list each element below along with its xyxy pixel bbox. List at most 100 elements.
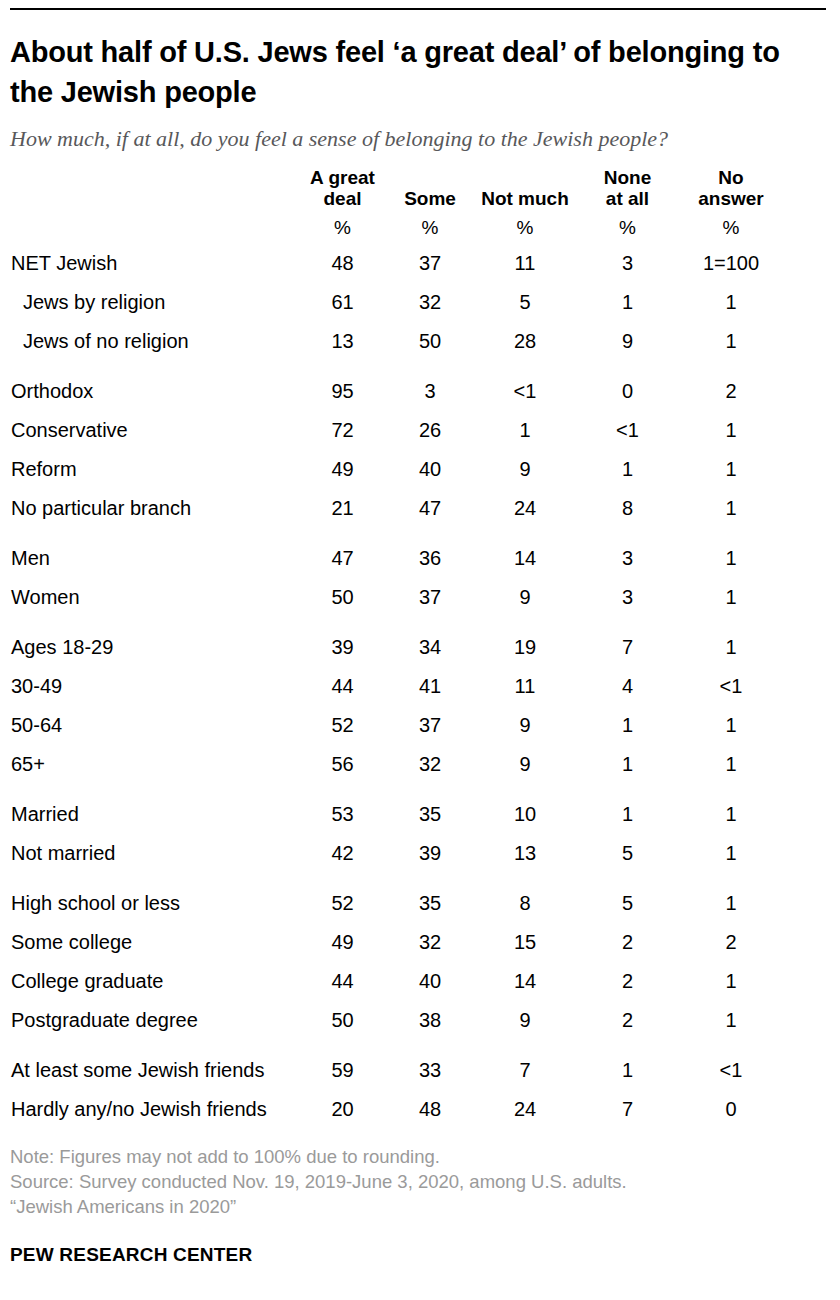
cell-value: 0 — [575, 372, 680, 411]
cell-value: 15 — [475, 923, 575, 962]
cell-value: 7 — [575, 1090, 680, 1129]
row-label: Conservative — [10, 411, 300, 450]
cell-value: 10 — [475, 795, 575, 834]
cell-value: 2 — [575, 962, 680, 1001]
row-label: Jews of no religion — [10, 322, 300, 361]
cell-value: 1 — [680, 1001, 782, 1040]
cell-value: 50 — [300, 578, 385, 617]
row-label: 65+ — [10, 745, 300, 784]
table-row: No particular branch21472481 — [10, 489, 782, 528]
cell-value: 53 — [300, 795, 385, 834]
group-spacer — [10, 528, 782, 539]
cell-value: 2 — [680, 372, 782, 411]
cell-value: 14 — [475, 962, 575, 1001]
row-label: Jews by religion — [10, 283, 300, 322]
row-label: 30-49 — [10, 667, 300, 706]
table-row: 50-645237911 — [10, 706, 782, 745]
table-row: High school or less5235851 — [10, 884, 782, 923]
table-row: At least some Jewish friends593371<1 — [10, 1051, 782, 1090]
percent-unit-row: % % % % % — [10, 212, 782, 244]
table-row: Postgraduate degree5038921 — [10, 1001, 782, 1040]
cell-value: 50 — [300, 1001, 385, 1040]
cell-value: 38 — [385, 1001, 475, 1040]
cell-value: 5 — [575, 884, 680, 923]
cell-value: 1 — [680, 834, 782, 873]
cell-value: 95 — [300, 372, 385, 411]
cell-value: 35 — [385, 884, 475, 923]
cell-value: 44 — [300, 667, 385, 706]
cell-value: 59 — [300, 1051, 385, 1090]
cell-value: 8 — [575, 489, 680, 528]
cell-value: 47 — [300, 539, 385, 578]
cell-value: 11 — [475, 667, 575, 706]
column-header-row: A great deal Some Not much None at all N… — [10, 167, 782, 212]
footnotes: Note: Figures may not add to 100% due to… — [10, 1144, 826, 1219]
row-label: Orthodox — [10, 372, 300, 411]
cell-value: 7 — [475, 1051, 575, 1090]
cell-value: 61 — [300, 283, 385, 322]
cell-value: 2 — [575, 1001, 680, 1040]
source-line: Source: Survey conducted Nov. 19, 2019-J… — [10, 1169, 826, 1194]
cell-value: 32 — [385, 923, 475, 962]
row-label: Reform — [10, 450, 300, 489]
cell-value: 1 — [680, 411, 782, 450]
cell-value: 47 — [385, 489, 475, 528]
cell-value: 14 — [475, 539, 575, 578]
table-row: Conservative72261<11 — [10, 411, 782, 450]
percent-symbol: % — [385, 212, 475, 244]
cell-value: 48 — [300, 244, 385, 283]
row-label: Married — [10, 795, 300, 834]
table-row: Hardly any/no Jewish friends20482470 — [10, 1090, 782, 1129]
cell-value: 1 — [680, 745, 782, 784]
cell-value: 1 — [680, 628, 782, 667]
row-label: Women — [10, 578, 300, 617]
cell-value: 52 — [300, 706, 385, 745]
cell-value: 44 — [300, 962, 385, 1001]
table-row: Reform4940911 — [10, 450, 782, 489]
row-label: Not married — [10, 834, 300, 873]
cell-value: 37 — [385, 578, 475, 617]
cell-value: 1 — [680, 884, 782, 923]
cell-value: 36 — [385, 539, 475, 578]
cell-value: 39 — [385, 834, 475, 873]
row-label: No particular branch — [10, 489, 300, 528]
cell-value: 1 — [680, 795, 782, 834]
cell-value: 39 — [300, 628, 385, 667]
cell-value: 35 — [385, 795, 475, 834]
cell-value: 1 — [680, 489, 782, 528]
group-spacer — [10, 784, 782, 795]
cell-value: 1 — [680, 578, 782, 617]
cell-value: 1 — [575, 745, 680, 784]
report-title-line: “Jewish Americans in 2020” — [10, 1194, 826, 1219]
row-label: 50-64 — [10, 706, 300, 745]
cell-value: <1 — [680, 1051, 782, 1090]
cell-value: 1 — [575, 795, 680, 834]
row-label: College graduate — [10, 962, 300, 1001]
row-label: Men — [10, 539, 300, 578]
column-header-none-at-all: None at all — [575, 167, 680, 212]
cell-value: 1 — [680, 450, 782, 489]
cell-value: 34 — [385, 628, 475, 667]
cell-value: 3 — [575, 244, 680, 283]
percent-symbol: % — [475, 212, 575, 244]
cell-value: 0 — [680, 1090, 782, 1129]
cell-value: 1 — [680, 283, 782, 322]
row-label: Postgraduate degree — [10, 1001, 300, 1040]
cell-value: 1=100 — [680, 244, 782, 283]
group-spacer — [10, 873, 782, 884]
cell-value: 4 — [575, 667, 680, 706]
cell-value: 24 — [475, 1090, 575, 1129]
cell-value: 1 — [575, 283, 680, 322]
cell-value: <1 — [575, 411, 680, 450]
cell-value: 9 — [475, 450, 575, 489]
group-spacer — [10, 617, 782, 628]
table-row: College graduate44401421 — [10, 962, 782, 1001]
cell-value: 1 — [575, 1051, 680, 1090]
cell-value: 8 — [475, 884, 575, 923]
table-row: Men47361431 — [10, 539, 782, 578]
group-spacer — [10, 1040, 782, 1051]
row-label: NET Jewish — [10, 244, 300, 283]
table-row: 30-494441114<1 — [10, 667, 782, 706]
table-row: Jews of no religion13502891 — [10, 322, 782, 361]
cell-value: 1 — [575, 450, 680, 489]
